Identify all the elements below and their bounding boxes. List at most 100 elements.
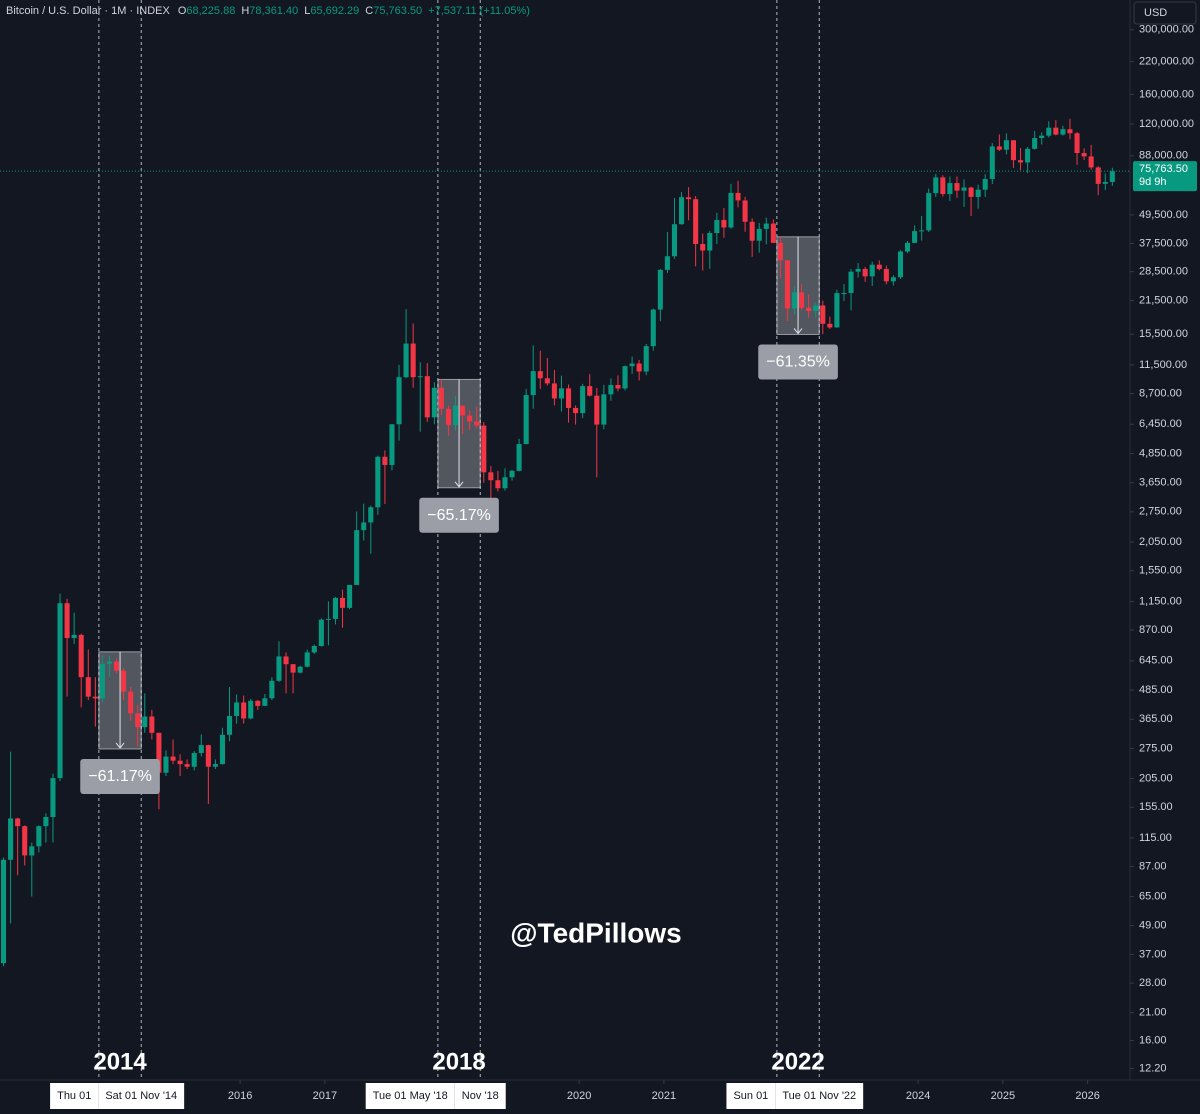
candle-body bbox=[354, 530, 360, 585]
candle-body bbox=[756, 228, 762, 241]
candle-body bbox=[163, 756, 169, 773]
candle-body bbox=[368, 507, 374, 523]
candle-body bbox=[890, 277, 896, 282]
candle-body bbox=[855, 268, 861, 272]
candle-body bbox=[36, 826, 42, 847]
candle-body bbox=[820, 305, 826, 324]
candle-body bbox=[657, 269, 663, 310]
x-tick-label: 2016 bbox=[228, 1090, 252, 1102]
candle-body bbox=[1010, 140, 1017, 161]
candle-body bbox=[523, 395, 529, 445]
range-arrowhead bbox=[793, 328, 803, 335]
candle-body bbox=[135, 713, 141, 728]
range-label: −61.17% bbox=[88, 768, 152, 785]
highlight-date-label: Sat 01 Nov '14 bbox=[105, 1090, 177, 1102]
range-label: −65.17% bbox=[427, 507, 491, 524]
candle-body bbox=[707, 233, 713, 251]
candle-body bbox=[467, 415, 473, 422]
candle-body bbox=[410, 343, 416, 378]
cycle-year-label: 2014 bbox=[93, 1048, 147, 1075]
candle-body bbox=[813, 305, 819, 312]
y-tick-label: 21.00 bbox=[1139, 1007, 1167, 1019]
candle-body bbox=[558, 388, 565, 399]
candle-body bbox=[488, 472, 494, 481]
range-label-bg bbox=[758, 344, 838, 380]
candle-body bbox=[234, 702, 240, 716]
highlight-date-label-bg bbox=[50, 1083, 99, 1109]
range-label-bg bbox=[80, 758, 160, 794]
candle-body bbox=[1046, 127, 1052, 136]
candle-body bbox=[749, 221, 755, 241]
candle-body bbox=[933, 177, 939, 194]
candle-body bbox=[827, 323, 833, 328]
candle-body bbox=[919, 230, 925, 232]
candle-body bbox=[339, 597, 346, 608]
candle-body bbox=[332, 597, 339, 619]
highlight-date-label: Nov '18 bbox=[462, 1090, 499, 1102]
candle-body bbox=[784, 260, 791, 309]
last-price-label: 75,763.50 bbox=[1139, 163, 1188, 175]
candle-body bbox=[347, 584, 353, 608]
candle-body bbox=[912, 231, 918, 243]
candle-body bbox=[940, 177, 946, 195]
x-tick-label: 2025 bbox=[991, 1090, 1015, 1102]
range-arrowhead bbox=[454, 481, 464, 488]
highlight-date-label: Tue 01 May '18 bbox=[373, 1090, 448, 1102]
candle-body bbox=[876, 264, 882, 270]
candle-body bbox=[177, 760, 183, 765]
candle-body bbox=[799, 292, 805, 308]
candle-body bbox=[742, 200, 748, 222]
candle-body bbox=[904, 242, 911, 252]
candle-body bbox=[686, 197, 692, 200]
candle-body bbox=[509, 470, 515, 478]
legend-value: 75,763.50 bbox=[373, 5, 422, 17]
highlight-date-label: Tue 01 Nov '22 bbox=[782, 1090, 856, 1102]
y-tick-label: 120,000.00 bbox=[1139, 118, 1194, 130]
currency-button[interactable] bbox=[1133, 1, 1197, 25]
candle-body bbox=[156, 732, 162, 773]
candle-body bbox=[452, 405, 459, 426]
candle-body bbox=[678, 197, 685, 225]
y-tick-label: 49,500.00 bbox=[1139, 209, 1188, 221]
candle-body bbox=[982, 179, 988, 190]
candle-body bbox=[728, 192, 734, 228]
candle-body bbox=[226, 715, 233, 735]
cycle-year-label: 2018 bbox=[432, 1048, 485, 1075]
candle-body bbox=[170, 756, 176, 761]
candle-body bbox=[834, 293, 840, 328]
candle-body bbox=[926, 193, 932, 231]
y-tick-label: 645.00 bbox=[1139, 655, 1173, 667]
candle-body bbox=[460, 405, 466, 416]
x-tick-label: 2017 bbox=[313, 1090, 337, 1102]
legend-key: C bbox=[365, 5, 373, 17]
candle-body bbox=[382, 456, 388, 465]
legend-value: 78,361.40 bbox=[249, 5, 298, 17]
candle-body bbox=[78, 634, 84, 678]
bar-countdown: 9d 9h bbox=[1139, 176, 1167, 188]
candle-body bbox=[99, 663, 105, 699]
candle-body bbox=[1088, 156, 1094, 168]
candle-body bbox=[149, 716, 155, 733]
symbol-title: Bitcoin / U.S. Dollar · 1M · INDEX bbox=[6, 5, 170, 17]
y-tick-label: 155.00 bbox=[1139, 801, 1173, 813]
x-tick-label: 2020 bbox=[567, 1090, 591, 1102]
x-tick-label: 2026 bbox=[1075, 1090, 1099, 1102]
candle-body bbox=[735, 192, 741, 201]
y-tick-label: 28.00 bbox=[1139, 977, 1167, 989]
candle-body bbox=[269, 680, 275, 699]
candle-body bbox=[290, 664, 296, 673]
candle-body bbox=[113, 661, 120, 671]
candle-body bbox=[431, 387, 437, 418]
candle-body bbox=[975, 189, 981, 197]
candle-body bbox=[297, 666, 303, 673]
currency-label[interactable]: USD bbox=[1144, 7, 1167, 19]
candle-body bbox=[424, 376, 430, 418]
candle-body bbox=[417, 376, 423, 378]
highlight-date-label-bg bbox=[98, 1083, 185, 1109]
y-tick-label: 2,750.00 bbox=[1139, 506, 1182, 518]
candle-body bbox=[22, 826, 28, 856]
y-tick-label: 16.00 bbox=[1139, 1034, 1167, 1046]
range-label: −61.35% bbox=[766, 354, 830, 371]
y-tick-label: 1,550.00 bbox=[1139, 565, 1182, 577]
